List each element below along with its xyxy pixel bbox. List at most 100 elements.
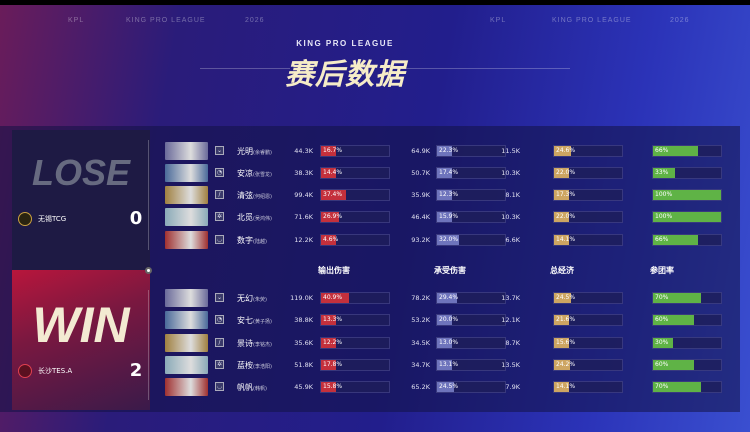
damage-bar: 15.8% xyxy=(320,381,390,393)
taken-fill: 17.4% xyxy=(437,168,458,178)
damage-value: 119.0K xyxy=(290,294,313,302)
mid-icon: ◔ xyxy=(215,315,224,324)
damage-fill: 17.8% xyxy=(321,360,342,370)
damage-percent: 17.8% xyxy=(323,361,343,368)
damage-value: 71.6K xyxy=(294,213,313,221)
economy-percent: 21.6% xyxy=(556,316,576,323)
damage-value: 35.6K xyxy=(294,339,313,347)
economy-fill: 21.6% xyxy=(554,315,575,325)
economy-bar: 22.0% xyxy=(553,167,623,179)
damage-fill: 12.2% xyxy=(321,338,342,348)
team-score: 0 xyxy=(129,208,143,229)
taken-value: 46.4K xyxy=(411,213,430,221)
participation-percent: 70% xyxy=(655,383,669,390)
taken-fill: 29.4% xyxy=(437,293,459,303)
taken-bar: 17.4% xyxy=(436,167,506,179)
taken-bar: 13.0% xyxy=(436,337,506,349)
participation-fill: 30% xyxy=(653,338,674,348)
damage-value: 99.4K xyxy=(294,191,313,199)
participation-percent: 60% xyxy=(655,316,669,323)
taken-value: 53.2K xyxy=(411,316,430,324)
player-row: ◡ 数字(陆越) 12.2K 4.6% 93.2K 32.0% 6.6K 14.… xyxy=(165,231,725,249)
economy-fill: 17.3% xyxy=(554,190,575,200)
economy-value: 12.1K xyxy=(501,316,520,324)
economy-value: 7.9K xyxy=(505,383,520,391)
economy-bar: 24.5% xyxy=(553,292,623,304)
economy-value: 13.7K xyxy=(501,294,520,302)
farm-icon: / xyxy=(215,338,224,347)
damage-fill: 14.4% xyxy=(321,168,342,178)
support-icon: ✲ xyxy=(215,212,224,221)
economy-fill: 24.5% xyxy=(554,293,575,303)
economy-fill: 22.0% xyxy=(554,168,575,178)
economy-bar: 21.6% xyxy=(553,314,623,326)
taken-fill: 20.0% xyxy=(437,315,458,325)
header-label: KING PRO LEAGUE xyxy=(552,17,632,24)
taken-value: 35.9K xyxy=(411,191,430,199)
damage-value: 38.8K xyxy=(294,316,313,324)
team-name: 长沙TES.A xyxy=(38,366,73,375)
participation-bar: 66% xyxy=(652,145,722,157)
tcg-logo-icon xyxy=(18,211,32,226)
damage-value: 44.3K xyxy=(294,147,313,155)
taken-value: 93.2K xyxy=(411,236,430,244)
taken-fill: 24.5% xyxy=(437,382,458,392)
damage-fill: 16.7% xyxy=(321,146,342,156)
title-divider xyxy=(400,68,570,69)
taken-bar: 15.9% xyxy=(436,211,506,223)
divider-line xyxy=(148,290,149,400)
damage-percent: 16.7% xyxy=(323,147,343,154)
participation-fill: 100% xyxy=(653,190,721,200)
economy-fill: 15.6% xyxy=(554,338,575,348)
taken-percent: 13.0% xyxy=(439,339,459,346)
taken-bar: 24.5% xyxy=(436,381,506,393)
economy-fill: 22.0% xyxy=(554,212,575,222)
taken-bar: 20.0% xyxy=(436,314,506,326)
title-divider xyxy=(200,68,290,69)
participation-percent: 30% xyxy=(655,339,669,346)
participation-percent: 66% xyxy=(655,236,669,243)
damage-value: 45.9K xyxy=(294,383,313,391)
taken-bar: 12.3% xyxy=(436,189,506,201)
damage-percent: 4.6% xyxy=(323,236,339,243)
taken-value: 50.7K xyxy=(411,169,430,177)
damage-bar: 16.7% xyxy=(320,145,390,157)
player-name: 蓝桉(李浩阳) xyxy=(237,361,272,370)
economy-bar: 14.1% xyxy=(553,234,623,246)
divider-line xyxy=(148,140,149,250)
damage-percent: 13.3% xyxy=(323,316,343,323)
participation-percent: 70% xyxy=(655,294,669,301)
player-row: ⌄ 无幻(朱荧) 119.0K 40.9% 78.2K 29.4% 13.7K … xyxy=(165,289,725,307)
taken-value: 65.2K xyxy=(411,383,430,391)
taken-fill: 13.0% xyxy=(437,338,458,348)
hero-portrait xyxy=(165,334,208,352)
taken-bar: 29.4% xyxy=(436,292,506,304)
damage-bar: 14.4% xyxy=(320,167,390,179)
economy-value: 10.3K xyxy=(501,169,520,177)
mid-icon: ◔ xyxy=(215,168,224,177)
player-name: 数字(陆越) xyxy=(237,236,267,245)
player-name: 景诗(李铭杰) xyxy=(237,339,272,348)
economy-fill: 14.1% xyxy=(554,235,575,245)
damage-bar: 4.6% xyxy=(320,234,390,246)
hero-portrait xyxy=(165,142,208,160)
damage-bar: 37.4% xyxy=(320,189,390,201)
taken-percent: 29.4% xyxy=(439,294,459,301)
clash-icon: ◡ xyxy=(215,382,224,391)
taken-fill: 15.9% xyxy=(437,212,458,222)
participation-fill: 33% xyxy=(653,168,676,178)
tes-logo-icon xyxy=(18,363,32,378)
taken-value: 64.9K xyxy=(411,147,430,155)
damage-bar: 40.9% xyxy=(320,292,390,304)
taken-percent: 32.0% xyxy=(439,236,459,243)
participation-fill: 60% xyxy=(653,360,694,370)
economy-percent: 22.0% xyxy=(556,213,576,220)
player-name: 安七(黄子扬) xyxy=(237,316,272,325)
economy-bar: 24.2% xyxy=(553,359,623,371)
participation-bar: 60% xyxy=(652,359,722,371)
hero-portrait xyxy=(165,164,208,182)
header-label: 2026 xyxy=(670,17,690,24)
economy-percent: 22.0% xyxy=(556,169,576,176)
economy-percent: 17.3% xyxy=(556,191,576,198)
damage-percent: 14.4% xyxy=(323,169,343,176)
